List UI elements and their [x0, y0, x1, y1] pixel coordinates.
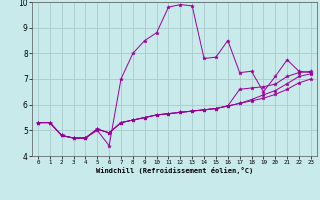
X-axis label: Windchill (Refroidissement éolien,°C): Windchill (Refroidissement éolien,°C)	[96, 167, 253, 174]
